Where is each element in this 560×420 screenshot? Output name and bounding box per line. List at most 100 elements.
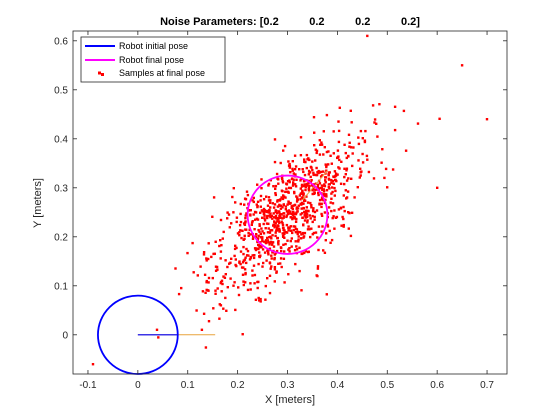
sample-point <box>268 262 272 265</box>
sample-point <box>295 217 298 221</box>
sample-point <box>269 206 272 209</box>
sample-point <box>214 240 217 243</box>
sample-point <box>342 225 345 228</box>
sample-point <box>265 195 268 198</box>
sample-point <box>306 228 310 231</box>
sample-point <box>221 282 224 286</box>
sample-point <box>305 213 309 216</box>
sample-point <box>299 187 302 190</box>
sample-point <box>287 190 290 194</box>
sample-point <box>249 233 252 236</box>
sample-point <box>301 168 304 171</box>
sample-point <box>260 178 263 181</box>
sample-point <box>343 143 346 146</box>
sample-point <box>296 196 299 199</box>
sample-point <box>313 218 316 221</box>
sample-point <box>322 130 325 133</box>
sample-point <box>204 291 207 294</box>
sample-point <box>277 240 280 243</box>
sample-point <box>303 158 306 161</box>
sample-point <box>309 175 312 179</box>
sample-point <box>307 210 310 213</box>
sample-point <box>300 207 303 210</box>
sample-point <box>328 171 331 174</box>
sample-point <box>257 228 260 232</box>
sample-point <box>320 170 323 174</box>
sample-point <box>281 179 284 183</box>
sample-point <box>320 141 323 144</box>
sample-point <box>333 227 336 230</box>
sample-point <box>264 227 267 230</box>
x-tick-label: 0.7 <box>480 380 494 391</box>
sample-point <box>222 307 225 310</box>
sample-point <box>277 217 280 220</box>
sample-point <box>280 265 283 269</box>
sample-point <box>235 264 238 268</box>
sample-point <box>288 179 291 182</box>
sample-point <box>347 133 351 136</box>
sample-point <box>383 176 386 180</box>
sample-point <box>242 266 245 269</box>
legend: Robot initial pose Robot final pose Samp… <box>80 36 226 83</box>
sample-point <box>302 206 305 210</box>
sample-point <box>234 308 237 312</box>
sample-point <box>271 217 274 220</box>
sample-point <box>376 135 379 138</box>
sample-point <box>272 206 276 209</box>
sample-point <box>228 226 231 229</box>
sample-point <box>329 241 332 244</box>
sample-point <box>253 273 257 277</box>
sample-point <box>346 190 350 193</box>
sample-point <box>268 247 272 250</box>
sample-point <box>274 192 277 195</box>
sample-point <box>231 195 234 199</box>
sample-point <box>290 229 293 232</box>
sample-point <box>247 209 251 212</box>
sample-point <box>316 274 319 278</box>
sample-point <box>334 178 337 182</box>
sample-point <box>307 181 310 185</box>
sample-point <box>347 211 350 214</box>
sample-point <box>350 211 354 214</box>
sample-point <box>291 184 295 187</box>
sample-point <box>202 251 206 254</box>
sample-point <box>378 103 381 106</box>
sample-point <box>223 276 227 279</box>
sample-point <box>316 183 320 187</box>
legend-marker-samples <box>98 71 104 76</box>
sample-point <box>252 200 255 204</box>
sample-point <box>259 211 262 214</box>
sample-point <box>289 239 292 243</box>
sample-point <box>258 223 261 226</box>
sample-point <box>322 194 325 197</box>
sample-point <box>327 206 331 209</box>
sample-point <box>320 205 323 209</box>
final-pose-circle <box>246 174 329 255</box>
sample-point <box>328 229 331 233</box>
sample-point <box>305 184 308 187</box>
sample-point <box>309 235 312 239</box>
sample-point <box>213 252 216 255</box>
sample-point <box>349 146 353 149</box>
sample-point <box>299 237 303 240</box>
sample-point <box>375 122 378 125</box>
sample-point <box>259 199 262 202</box>
sample-point <box>245 261 248 265</box>
sample-point <box>303 210 306 214</box>
sample-point <box>219 218 223 222</box>
sample-point <box>235 220 238 224</box>
sample-point <box>307 250 310 253</box>
sample-point <box>303 198 306 201</box>
sample-point <box>266 277 269 280</box>
sample-point <box>332 175 335 178</box>
sample-point <box>219 257 222 260</box>
sample-point <box>301 189 304 192</box>
sample-point <box>320 186 324 190</box>
sample-point <box>298 231 302 234</box>
sample-point <box>361 137 364 140</box>
sample-point <box>333 175 337 178</box>
sample-point <box>356 186 359 189</box>
sample-point <box>293 168 297 171</box>
sample-point <box>314 188 317 191</box>
sample-point <box>322 189 326 192</box>
